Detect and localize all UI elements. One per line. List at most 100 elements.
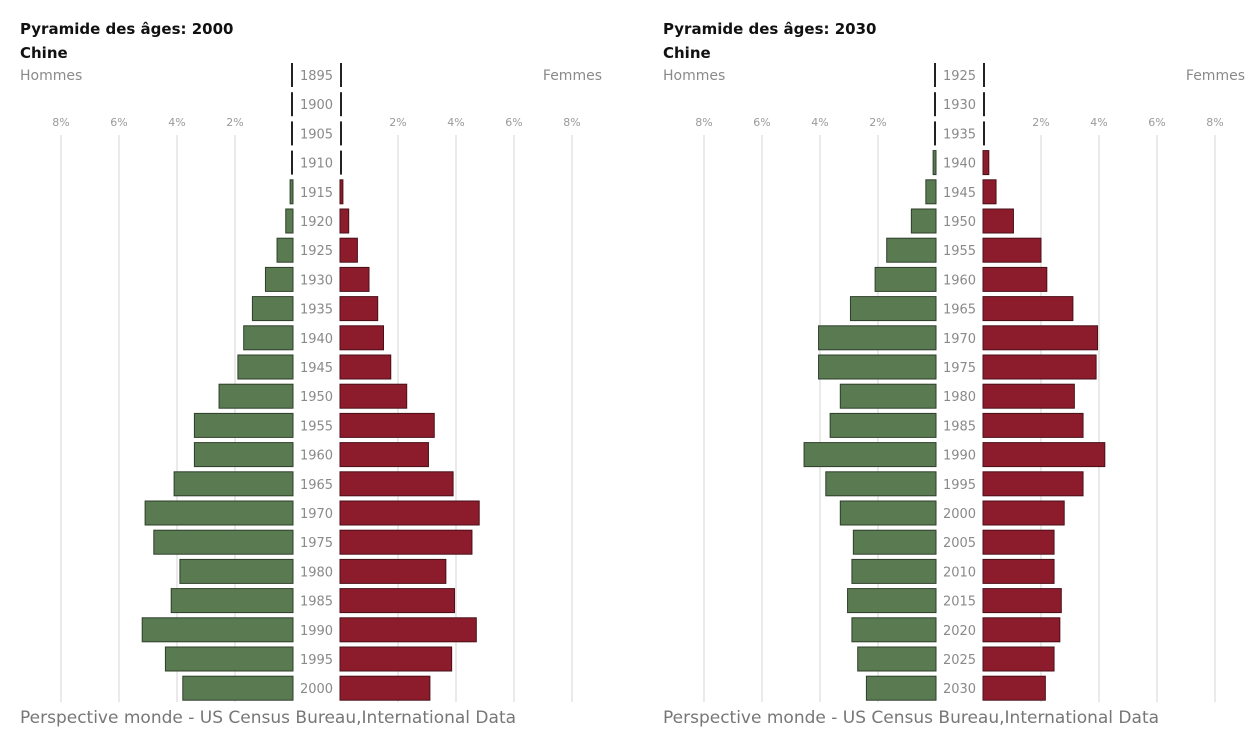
age-group-label: 1990 bbox=[943, 449, 976, 464]
age-group-label: 1965 bbox=[300, 478, 333, 493]
age-group-label: 1990 bbox=[300, 624, 333, 639]
bar-hommes bbox=[825, 471, 937, 497]
bar-hommes bbox=[164, 646, 294, 672]
x-tick-label: 6% bbox=[505, 116, 522, 129]
bar-femmes bbox=[982, 471, 1084, 497]
age-group-label: 1955 bbox=[943, 244, 976, 259]
x-tick-label: 2% bbox=[869, 116, 886, 129]
bar-hommes bbox=[839, 383, 937, 409]
age-group-label: 2015 bbox=[943, 595, 976, 610]
bar-femmes bbox=[982, 208, 1014, 234]
bar-hommes bbox=[839, 500, 937, 526]
bar-hommes bbox=[829, 412, 937, 438]
bar-hommes bbox=[857, 646, 937, 672]
age-group-label: 1970 bbox=[300, 507, 333, 522]
age-group-label: 1960 bbox=[300, 449, 333, 464]
bar-femmes bbox=[982, 529, 1055, 555]
bar-femmes bbox=[339, 208, 350, 234]
right-group-label: Femmes bbox=[1185, 68, 1245, 84]
bar-femmes bbox=[982, 412, 1084, 438]
bar-hommes bbox=[849, 296, 937, 322]
bar-femmes bbox=[982, 646, 1055, 672]
bar-femmes bbox=[339, 266, 370, 292]
age-group-label: 1995 bbox=[943, 478, 976, 493]
axis-edge-mark bbox=[291, 150, 293, 175]
bar-hommes bbox=[237, 354, 294, 380]
x-tick-label: 6% bbox=[110, 116, 127, 129]
bar-femmes bbox=[339, 646, 453, 672]
age-group-label: 1970 bbox=[943, 332, 976, 347]
bar-hommes bbox=[865, 675, 937, 701]
axis-edge-mark bbox=[934, 121, 936, 146]
axis-edge-mark bbox=[340, 92, 342, 117]
bar-hommes bbox=[847, 588, 937, 614]
age-group-label: 1910 bbox=[300, 157, 333, 172]
pyramid-panel-2000: Pyramide des âges: 2000 Chine Hommes Fem… bbox=[0, 0, 610, 733]
pyramid-panel-2030: Pyramide des âges: 2030 Chine Hommes Fem… bbox=[643, 0, 1253, 733]
age-group-label: 1895 bbox=[300, 69, 333, 84]
bar-femmes bbox=[982, 237, 1042, 263]
bar-hommes bbox=[932, 150, 937, 176]
bar-femmes bbox=[339, 500, 480, 526]
bar-femmes bbox=[982, 675, 1046, 701]
age-group-label: 1925 bbox=[943, 69, 976, 84]
bar-femmes bbox=[339, 529, 473, 555]
bar-femmes bbox=[982, 266, 1048, 292]
bar-hommes bbox=[818, 354, 937, 380]
age-group-label: 2000 bbox=[300, 682, 333, 697]
chart-title: Pyramide des âges: 2000 bbox=[20, 20, 234, 38]
bar-femmes bbox=[339, 296, 379, 322]
bar-femmes bbox=[982, 325, 1099, 351]
age-group-label: 2000 bbox=[943, 507, 976, 522]
source-note: Perspective monde - US Census Bureau,Int… bbox=[20, 708, 517, 728]
age-group-label: 1955 bbox=[300, 419, 333, 434]
x-tick-label: 6% bbox=[1148, 116, 1165, 129]
bar-hommes bbox=[874, 266, 937, 292]
bar-femmes bbox=[339, 588, 456, 614]
x-tick-label: 4% bbox=[1090, 116, 1107, 129]
age-group-label: 1975 bbox=[300, 536, 333, 551]
bar-femmes bbox=[982, 588, 1062, 614]
pyramid-plot: 8% 8% 6% 6% 4% 4% 2% 2% 1895 1900 1905 1910 1915 1920… bbox=[52, 63, 581, 702]
age-group-label: 1985 bbox=[300, 595, 333, 610]
bar-hommes bbox=[218, 383, 294, 409]
bar-femmes bbox=[982, 354, 1097, 380]
age-group-label: 1945 bbox=[300, 361, 333, 376]
age-group-label: 2005 bbox=[943, 536, 976, 551]
bar-femmes bbox=[982, 558, 1055, 584]
right-group-label: Femmes bbox=[542, 68, 602, 84]
bar-femmes bbox=[982, 296, 1074, 322]
bar-femmes bbox=[982, 383, 1075, 409]
bar-hommes bbox=[886, 237, 937, 263]
age-group-label: 1985 bbox=[943, 419, 976, 434]
age-group-label: 1940 bbox=[943, 157, 976, 172]
age-group-label: 1920 bbox=[300, 215, 333, 230]
bar-hommes bbox=[910, 208, 937, 234]
bar-hommes bbox=[925, 179, 937, 205]
age-group-label: 2030 bbox=[943, 682, 976, 697]
bar-femmes bbox=[339, 412, 435, 438]
bar-hommes bbox=[173, 471, 294, 497]
age-group-label: 1975 bbox=[943, 361, 976, 376]
bar-hommes bbox=[803, 442, 937, 468]
chart-subtitle: Chine bbox=[20, 44, 68, 62]
age-group-label: 1935 bbox=[300, 303, 333, 318]
age-group-label: 2020 bbox=[943, 624, 976, 639]
age-group-label: 1950 bbox=[943, 215, 976, 230]
bar-femmes bbox=[982, 442, 1106, 468]
age-group-label: 1915 bbox=[300, 186, 333, 201]
x-tick-label: 6% bbox=[753, 116, 770, 129]
bar-femmes bbox=[339, 558, 447, 584]
age-group-label: 1995 bbox=[300, 653, 333, 668]
x-tick-label: 4% bbox=[168, 116, 185, 129]
bar-femmes bbox=[339, 325, 384, 351]
left-group-label: Hommes bbox=[663, 68, 726, 84]
bar-femmes bbox=[339, 442, 429, 468]
bar-femmes bbox=[982, 150, 990, 176]
bar-hommes bbox=[851, 558, 937, 584]
axis-edge-mark bbox=[340, 150, 342, 175]
axis-edge-mark bbox=[983, 121, 985, 146]
x-tick-label: 4% bbox=[447, 116, 464, 129]
bar-hommes bbox=[153, 529, 294, 555]
age-group-label: 1980 bbox=[300, 565, 333, 580]
